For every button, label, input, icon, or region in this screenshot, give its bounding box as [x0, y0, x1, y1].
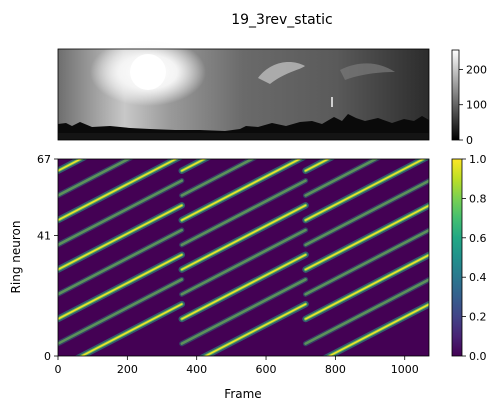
y-axis-label: Ring neuron — [9, 221, 23, 294]
activity-stripe — [181, 254, 307, 320]
activity-stripe — [58, 159, 83, 172]
figure-title: 19_3rev_static — [231, 12, 333, 28]
activity-stripe — [58, 278, 184, 345]
y-tick-label: 0 — [44, 350, 51, 363]
activity-stripe — [180, 179, 307, 247]
gray-colorbar-label: 0 — [466, 134, 473, 147]
x-tick-label: 0 — [55, 363, 62, 376]
viridis-colorbar-label: 1.0 — [469, 153, 487, 166]
viridis-colorbar-label: 0.4 — [469, 271, 487, 284]
activity-stripe — [58, 159, 132, 197]
activity-stripe — [304, 179, 429, 247]
viridis-colorbar-label: 0.2 — [469, 311, 487, 324]
y-tick-label: 41 — [37, 229, 51, 242]
x-axis-label: Frame — [224, 387, 261, 401]
viridis-colorbar-label: 0.6 — [469, 232, 487, 245]
activity-stripe — [181, 159, 302, 221]
activity-stripe — [304, 254, 429, 320]
activity-stripe — [180, 159, 255, 197]
activity-stripe — [204, 303, 307, 356]
y-tick-label: 67 — [37, 153, 51, 166]
activity-stripe — [58, 228, 184, 296]
cloud-streak — [258, 62, 305, 84]
activity-stripe — [58, 159, 178, 221]
x-tick-label: 200 — [117, 363, 138, 376]
activity-stripe — [304, 278, 429, 345]
viridis-colorbar-label: 0.8 — [469, 192, 487, 205]
panorama-image — [57, 38, 430, 141]
activity-stripe — [181, 159, 206, 172]
activity-stripe — [304, 159, 379, 197]
x-tick-label: 400 — [186, 363, 207, 376]
x-tick-label: 800 — [325, 363, 346, 376]
x-tick-label: 600 — [256, 363, 277, 376]
activity-stripe — [58, 204, 183, 271]
viridis-colorbar-label: 0.0 — [469, 350, 487, 363]
activity-stripe — [304, 159, 425, 221]
gray-colorbar-label: 100 — [466, 99, 487, 112]
activity-stripe — [58, 179, 184, 247]
activity-stripe — [304, 204, 429, 271]
activity-stripe — [180, 228, 307, 296]
x-tick-label: 1000 — [391, 363, 419, 376]
gray-colorbar-label: 200 — [466, 63, 487, 76]
activity-stripe — [304, 228, 429, 296]
activity-stripe — [181, 204, 307, 271]
activity-stripe — [327, 303, 429, 356]
activity-stripe — [304, 159, 330, 172]
colorbar-gray: 0 100 200 — [451, 49, 487, 147]
heatmap-panel: 0 200 400 600 800 1000 0 41 67 Frame Ring neuro… — [9, 153, 430, 401]
colorbar-viridis: 0.0 0.2 0.4 0.6 0.8 1.0 — [451, 153, 487, 363]
activity-stripe — [180, 278, 307, 345]
activity-stripe — [80, 303, 183, 356]
activity-stripe — [58, 254, 183, 320]
